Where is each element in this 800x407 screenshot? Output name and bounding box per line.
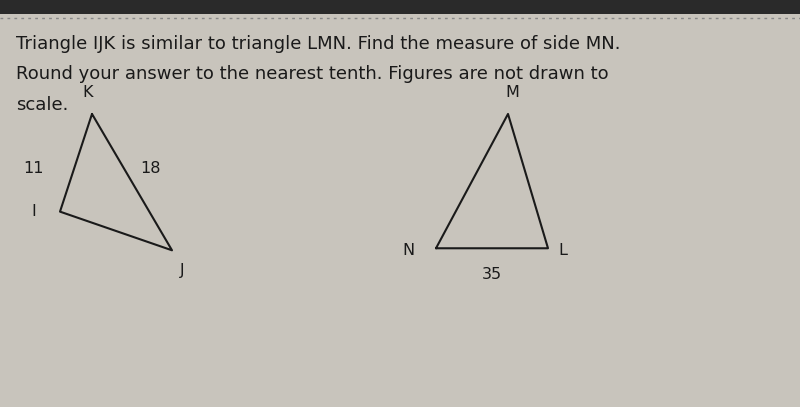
Text: M: M (505, 85, 519, 100)
Text: 35: 35 (482, 267, 502, 282)
Text: K: K (82, 85, 94, 100)
Text: Triangle IJK is similar to triangle LMN. Find the measure of side MN.: Triangle IJK is similar to triangle LMN.… (16, 35, 621, 53)
Text: I: I (31, 204, 36, 219)
Text: scale.: scale. (16, 96, 68, 114)
Bar (0, 0, 800, 14)
Text: Round your answer to the nearest tenth. Figures are not drawn to: Round your answer to the nearest tenth. … (16, 65, 609, 83)
Text: N: N (402, 243, 414, 258)
Text: 18: 18 (140, 162, 161, 176)
Text: 11: 11 (23, 162, 44, 176)
Text: L: L (558, 243, 567, 258)
Text: J: J (180, 263, 185, 278)
